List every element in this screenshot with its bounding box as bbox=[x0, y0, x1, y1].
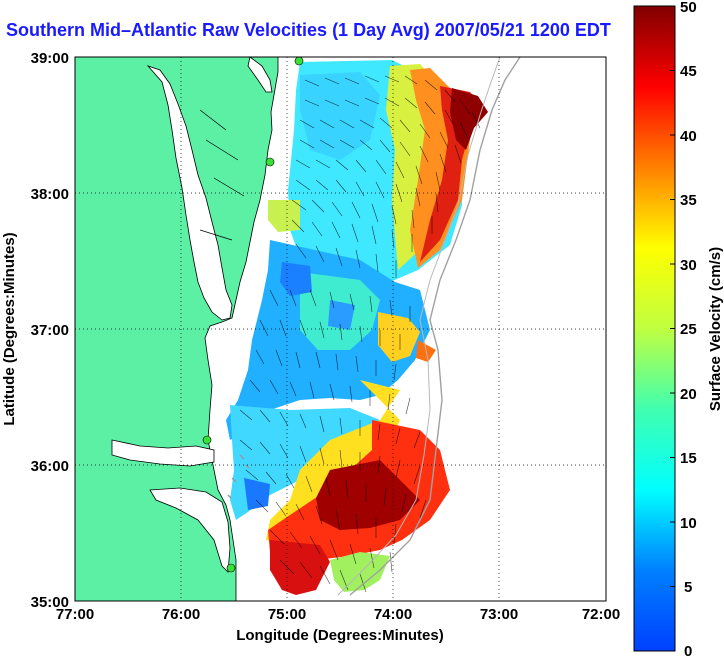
x-tick: 75:00 bbox=[268, 606, 306, 623]
colorbar-tick: 10 bbox=[680, 515, 697, 532]
pamlico-sound bbox=[149, 487, 231, 573]
colorbar-tick: 50 bbox=[680, 0, 697, 16]
y-tick: 39:00 bbox=[31, 50, 69, 67]
colorbar-tick: 5 bbox=[684, 579, 692, 596]
y-tick: 35:00 bbox=[31, 594, 69, 611]
y-tick: 37:00 bbox=[31, 322, 69, 339]
colorbar-label: Surface Velocity (cm/s) bbox=[707, 247, 724, 411]
map-title: Southern Mid–Atlantic Raw Velocities (1 … bbox=[6, 20, 611, 40]
x-tick: 73:00 bbox=[480, 606, 518, 623]
x-axis-label: Longitude (Degrees:Minutes) bbox=[236, 627, 444, 644]
colorbar-tick: 35 bbox=[680, 192, 697, 209]
y-tick: 36:00 bbox=[31, 458, 69, 475]
colorbar-tick: 20 bbox=[680, 386, 697, 403]
radar-stations bbox=[202, 57, 304, 573]
x-axis: 77:00 76:00 75:00 74:00 73:00 72:00 Long… bbox=[56, 606, 620, 644]
colorbar-tick: 25 bbox=[680, 321, 697, 338]
albemarle-sound bbox=[111, 439, 215, 467]
colorbar-tick: 45 bbox=[680, 63, 697, 80]
delaware-bay bbox=[247, 57, 273, 93]
colorbar-tick: 30 bbox=[680, 257, 697, 274]
grid bbox=[75, 57, 606, 601]
x-tick: 76:00 bbox=[162, 606, 200, 623]
velocity-field bbox=[226, 60, 488, 595]
colorbar-tick: 40 bbox=[680, 128, 697, 145]
colorbar-tick: 15 bbox=[680, 450, 697, 467]
velocity-arrows bbox=[239, 75, 481, 593]
colorbar: 50 45 40 35 30 25 20 15 10 5 0 Surface V… bbox=[633, 0, 724, 659]
y-axis-label: Latitude (Degrees:Minutes) bbox=[1, 232, 18, 425]
y-axis: 39:00 38:00 37:00 36:00 35:00 Latitude (… bbox=[1, 50, 69, 611]
colorbar-scale bbox=[633, 5, 676, 652]
y-tick: 38:00 bbox=[31, 186, 69, 203]
axes-frame bbox=[74, 56, 607, 602]
x-tick: 72:00 bbox=[582, 606, 620, 623]
chesapeake-bay bbox=[146, 65, 233, 321]
x-tick: 77:00 bbox=[56, 606, 94, 623]
shelf-contour bbox=[349, 57, 521, 596]
colorbar-tick: 0 bbox=[684, 643, 692, 659]
x-tick: 74:00 bbox=[374, 606, 412, 623]
